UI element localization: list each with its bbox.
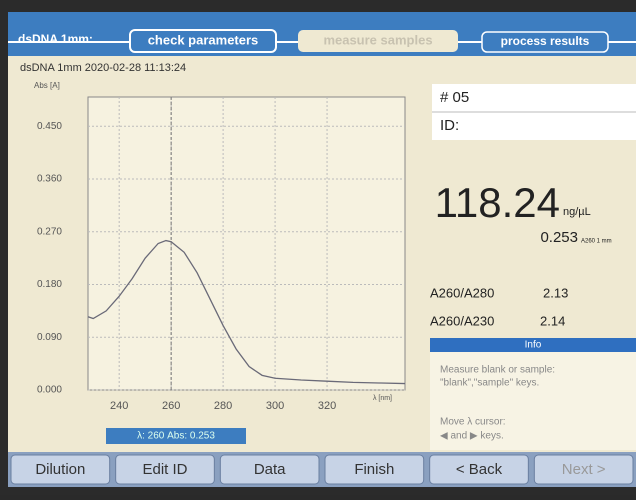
y-tick-label: 0.360	[37, 174, 62, 185]
y-tick-label: 0.090	[37, 332, 62, 343]
tab[interactable]	[298, 30, 458, 52]
button[interactable]	[115, 454, 215, 485]
info-header	[430, 338, 636, 352]
plot-area	[87, 96, 406, 391]
tab[interactable]	[129, 29, 277, 53]
button-label: Dilution	[35, 461, 85, 478]
button[interactable]	[324, 454, 425, 485]
button-label: Data	[254, 461, 286, 478]
info-line: Measure blank or sample:	[440, 365, 555, 376]
tab-label: check parameters	[148, 32, 259, 47]
tab-label: process results	[501, 34, 590, 48]
button[interactable]	[10, 454, 111, 485]
ratio-label: A260/A230	[430, 313, 494, 328]
y-axis-label: Abs [A]	[34, 81, 60, 90]
absorbance: 0.253	[540, 229, 578, 246]
ratio-value: 2.14	[540, 313, 565, 328]
x-tick-label: 240	[110, 400, 128, 412]
button-label: Next >	[562, 461, 606, 478]
ratio-value: 2.13	[543, 285, 568, 300]
y-tick-label: 0.270	[37, 226, 62, 237]
info-line: Move λ cursor:	[440, 417, 506, 428]
sample-number: # 05	[440, 89, 469, 106]
tab[interactable]	[481, 31, 609, 53]
button[interactable]	[429, 454, 529, 485]
ratio-label: A260/A280	[430, 285, 494, 300]
info-line: "blank","sample" keys.	[440, 378, 539, 389]
x-axis-label: λ [nm]	[373, 395, 392, 402]
info-title: Info	[525, 340, 542, 351]
button-label: Finish	[354, 461, 394, 478]
spectrum-line	[87, 239, 406, 385]
x-tick-label: 260	[162, 400, 180, 412]
y-tick-label: 0.180	[37, 279, 62, 290]
subtitle: dsDNA 1mm 2020-02-28 11:13:24	[20, 62, 186, 74]
info-line: ◀ and ▶ keys.	[440, 431, 504, 442]
x-tick-label: 280	[214, 400, 232, 412]
sample-id: ID:	[440, 117, 459, 134]
cursor-readout	[106, 428, 246, 444]
y-tick-label: 0.000	[37, 385, 62, 396]
method: dsDNA 1mm:	[18, 32, 93, 46]
x-tick-label: 300	[266, 400, 284, 412]
x-tick-label: 320	[318, 400, 336, 412]
button[interactable]	[533, 454, 634, 485]
absorbance-unit: A260 1 mm	[581, 239, 612, 245]
button-label: Edit ID	[142, 461, 187, 478]
tab-label: measure samples	[323, 32, 432, 47]
button-label: < Back	[456, 461, 503, 478]
button[interactable]	[219, 454, 320, 485]
y-tick-label: 0.450	[37, 121, 62, 132]
concentration: 118.24	[435, 179, 560, 226]
button-bar	[8, 452, 636, 487]
info-body	[430, 352, 636, 450]
concentration-unit: ng/µL	[563, 206, 591, 218]
cursor-label: λ: 260 Abs: 0.253	[137, 431, 215, 442]
